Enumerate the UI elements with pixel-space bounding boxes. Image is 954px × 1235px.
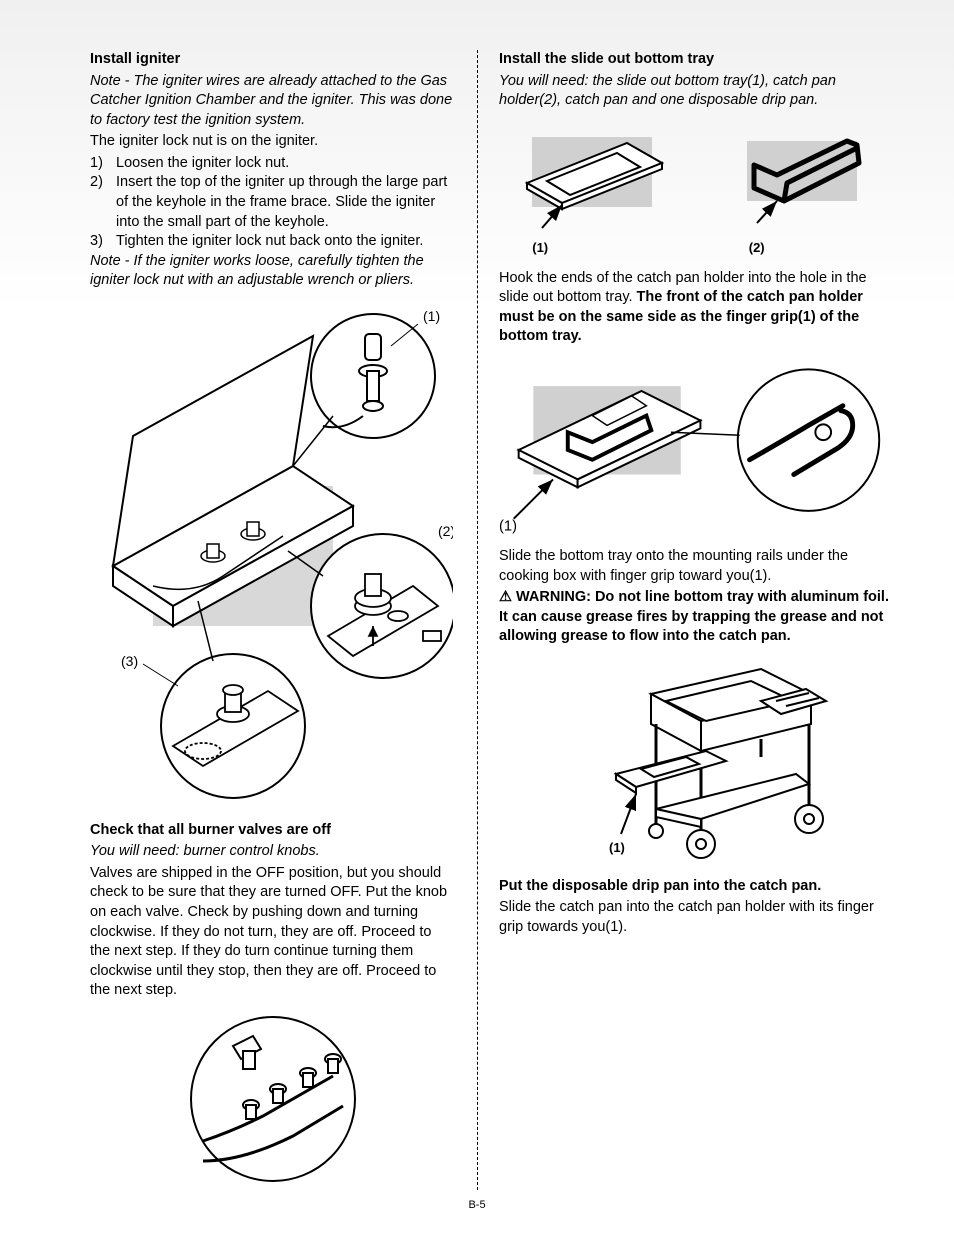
fig-tray: (1): [512, 123, 672, 257]
heading-drip-pan: Put the disposable drip pan into the cat…: [499, 877, 892, 897]
fig-holder: (2): [729, 123, 879, 257]
igniter-intro: The igniter lock nut is on the igniter.: [90, 132, 455, 152]
igniter-diagram: (1) (2) (3): [93, 306, 453, 806]
step-text: Tighten the igniter lock nut back onto t…: [116, 232, 423, 252]
fig-label-cart: (1): [609, 840, 625, 855]
step-2: 2) Insert the top of the igniter up thro…: [90, 173, 455, 232]
left-column: Install igniter Note - The igniter wires…: [42, 50, 477, 1190]
warning-bold: ⚠ WARNING: Do not line bottom tray with …: [499, 589, 889, 644]
column-divider: [477, 50, 478, 1190]
figure-igniter: (1) (2) (3): [90, 301, 455, 811]
fig-label-1: (1): [423, 308, 440, 324]
figure-valves: [90, 1011, 455, 1186]
right-column: Install the slide out bottom tray You wi…: [477, 50, 912, 1190]
valves-body: Valves are shipped in the OFF position, …: [90, 864, 455, 1001]
note-igniter-loose: Note - If the igniter works loose, caref…: [90, 252, 455, 291]
step-num: 3): [90, 232, 116, 252]
fig-label-assembly: (1): [499, 518, 517, 534]
section-check-valves: Check that all burner valves are off You…: [90, 821, 455, 1001]
section-install-igniter: Install igniter Note - The igniter wires…: [90, 50, 455, 291]
figure-tray-holder: (1): [499, 357, 892, 537]
heading-install-igniter: Install igniter: [90, 50, 455, 70]
warning-text: ⚠ WARNING: Do not line bottom tray with …: [499, 588, 892, 647]
step-3: 3) Tighten the igniter lock nut back ont…: [90, 232, 455, 252]
heading-check-valves: Check that all burner valves are off: [90, 821, 455, 841]
fig-label-tray: (1): [512, 239, 672, 257]
page: Install igniter Note - The igniter wires…: [0, 0, 954, 1235]
columns: Install igniter Note - The igniter wires…: [42, 50, 912, 1190]
fig-label-2: (2): [438, 523, 453, 539]
step-1: 1) Loosen the igniter lock nut.: [90, 154, 455, 174]
drip-body: Slide the catch pan into the catch pan h…: [499, 898, 892, 937]
need-tray: You will need: the slide out bottom tray…: [499, 72, 892, 111]
note-igniter-wires: Note - The igniter wires are already att…: [90, 72, 455, 131]
figure-grill-cart: (1): [499, 657, 892, 867]
figure-pair: (1) (2): [499, 123, 892, 257]
need-knobs: You will need: burner control knobs.: [90, 842, 455, 862]
fig-label-3: (3): [121, 653, 138, 669]
step-num: 2): [90, 173, 116, 232]
section-install-tray: Install the slide out bottom tray You wi…: [499, 50, 892, 111]
section-drip-pan: Put the disposable drip pan into the cat…: [499, 877, 892, 938]
step-num: 1): [90, 154, 116, 174]
valves-diagram: [173, 1011, 373, 1186]
step-text: Insert the top of the igniter up through…: [116, 173, 455, 232]
hook-text: Hook the ends of the catch pan holder in…: [499, 269, 892, 347]
step-text: Loosen the igniter lock nut.: [116, 154, 289, 174]
heading-install-tray: Install the slide out bottom tray: [499, 50, 892, 70]
page-number: B-5: [468, 1198, 485, 1213]
slide-text: Slide the bottom tray onto the mounting …: [499, 547, 892, 586]
fig-label-holder: (2): [729, 239, 879, 257]
